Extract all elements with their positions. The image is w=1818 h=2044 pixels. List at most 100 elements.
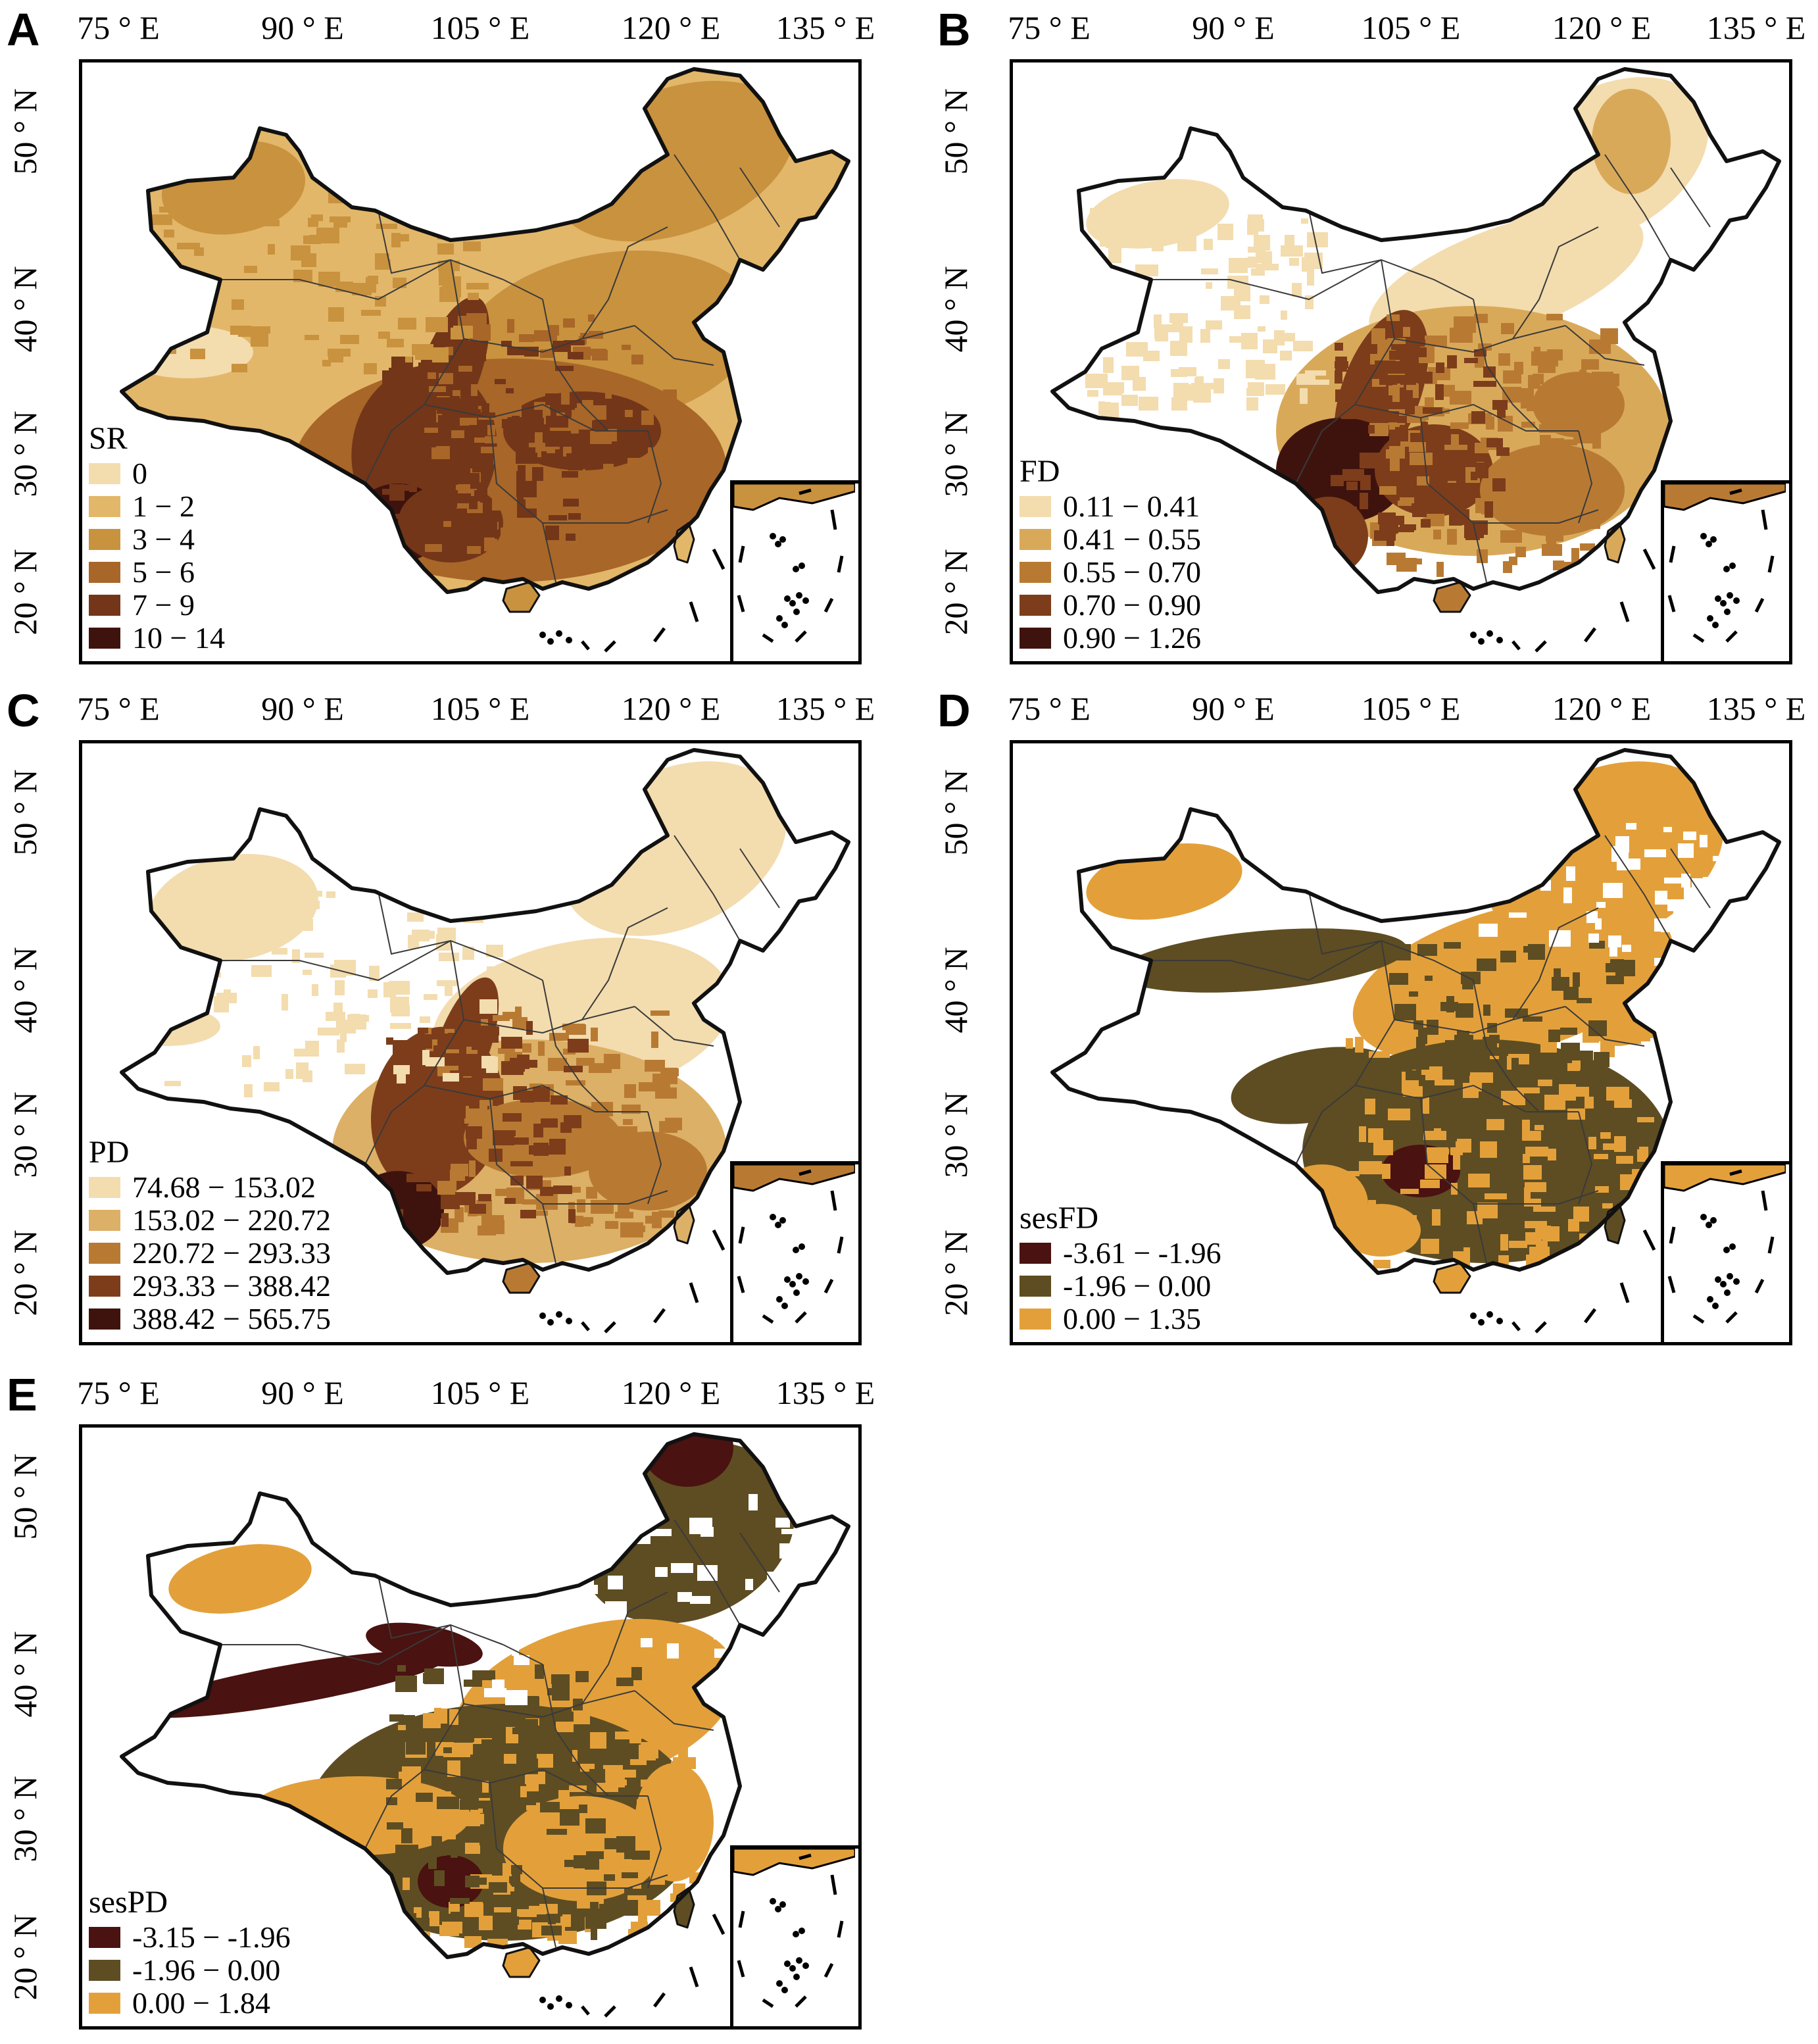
grid-cell [1341, 406, 1361, 419]
grid-cell [1425, 336, 1447, 347]
grid-cell [479, 1916, 493, 1930]
island-outline [1433, 1262, 1471, 1294]
no-data-cell [1700, 835, 1707, 847]
grid-cell [1585, 561, 1606, 568]
grid-cell [1206, 282, 1212, 289]
no-data-cell [1683, 832, 1696, 840]
grid-cell [1571, 548, 1579, 564]
islet [1724, 1289, 1731, 1296]
grid-cell [1500, 951, 1516, 962]
grid-cell [1561, 1043, 1580, 1057]
grid-cell [437, 243, 454, 255]
province-boundary [1526, 509, 1599, 524]
legend-swatch [89, 1276, 120, 1297]
grid-cell [470, 1801, 492, 1808]
grid-cell [389, 981, 410, 995]
grid-cell [1307, 232, 1328, 247]
province-boundary [634, 1690, 714, 1731]
grid-cell [409, 1174, 431, 1182]
no-data-cell [484, 1688, 506, 1697]
grid-cell [586, 1851, 604, 1859]
islet [539, 632, 546, 638]
grid-cell [1108, 247, 1121, 263]
grid-cell [606, 1866, 623, 1874]
grid-cell [1191, 383, 1214, 389]
legend-label: 388.42 − 565.75 [132, 1302, 331, 1335]
lon-tick-90: 90 ° E [1192, 690, 1275, 727]
grid-cell [478, 352, 486, 361]
islet [1715, 1276, 1721, 1283]
grid-cell [1486, 1119, 1504, 1130]
grid-cell [590, 1732, 606, 1749]
province-boundary [463, 325, 635, 353]
no-data-cell [599, 1512, 606, 1518]
lat-tick-50: 50 ° N [7, 769, 43, 856]
grid-cell [418, 1028, 428, 1034]
grid-cell [1580, 1070, 1590, 1080]
boundary-dash [762, 1314, 774, 1324]
no-data-cell [1617, 840, 1623, 847]
grid-cell [1090, 208, 1107, 222]
grid-cell [466, 1789, 475, 1794]
grid-cell [406, 374, 417, 379]
grid-cell [494, 1922, 517, 1927]
legend-item: -1.96 − 0.00 [89, 1954, 291, 1987]
legend: sesFD -3.61 − -1.96 -1.96 − 0.00 0.00 − … [1020, 1200, 1221, 1335]
grid-cell [1477, 1203, 1498, 1218]
grid-cell [318, 1028, 339, 1035]
grid-cell [1168, 212, 1181, 219]
grid-cell [510, 1176, 524, 1185]
no-data-cell [741, 1645, 748, 1657]
grid-cell [449, 1709, 458, 1725]
grid-cell [533, 1143, 549, 1156]
grid-cell [465, 1079, 482, 1092]
grid-cell [1519, 388, 1534, 397]
grid-cell [437, 980, 458, 986]
grid-cell [1546, 472, 1557, 480]
grid-cell [1448, 484, 1462, 493]
grid-cell [614, 1780, 627, 1785]
lon-tick-75: 75 ° E [77, 9, 160, 46]
lon-tick-105: 105 ° E [1361, 9, 1461, 46]
choropleth-region [1231, 1047, 1400, 1124]
islet [781, 1303, 788, 1309]
islet [779, 536, 786, 543]
grid-cell [466, 1106, 487, 1122]
boundary-dash [837, 1920, 844, 1938]
islet [566, 637, 572, 643]
grid-cell [443, 1747, 452, 1753]
no-data-cell [1736, 971, 1744, 984]
grid-cell [1585, 1097, 1594, 1109]
grid-cell [1258, 326, 1265, 332]
grid-cell [664, 457, 676, 466]
grid-cell [480, 487, 487, 503]
boundary-dash [1619, 1282, 1630, 1303]
grid-cell [422, 210, 436, 226]
lon-tick-75: 75 ° E [1008, 9, 1091, 46]
grid-cell [1436, 362, 1444, 373]
grid-cell [515, 1719, 538, 1734]
grid-cell [1300, 388, 1308, 404]
grid-cell [1594, 1052, 1609, 1067]
lat-tick-30: 30 ° N [937, 411, 974, 497]
grid-cell [1521, 422, 1535, 428]
grid-cell [1394, 1004, 1416, 1020]
no-data-cell [727, 1624, 734, 1630]
province-boundary [1473, 1203, 1487, 1264]
no-data-cell [641, 1638, 652, 1647]
province-boundary [1670, 167, 1711, 228]
grid-cell [1417, 372, 1433, 384]
grid-cell [560, 547, 577, 561]
grid-cell [551, 1674, 570, 1684]
grid-cell [1365, 1027, 1383, 1039]
choropleth-fill [1052, 750, 1779, 1293]
boundary-dash [1692, 633, 1705, 643]
grid-cell [1423, 1131, 1446, 1140]
grid-cell [589, 349, 606, 356]
province-boundary [1394, 1006, 1566, 1034]
grid-cell [424, 428, 438, 433]
no-data-cell [1586, 911, 1598, 923]
grid-cell [618, 1748, 631, 1754]
boundary-dash [1754, 1278, 1765, 1294]
grid-cell [1390, 457, 1400, 471]
